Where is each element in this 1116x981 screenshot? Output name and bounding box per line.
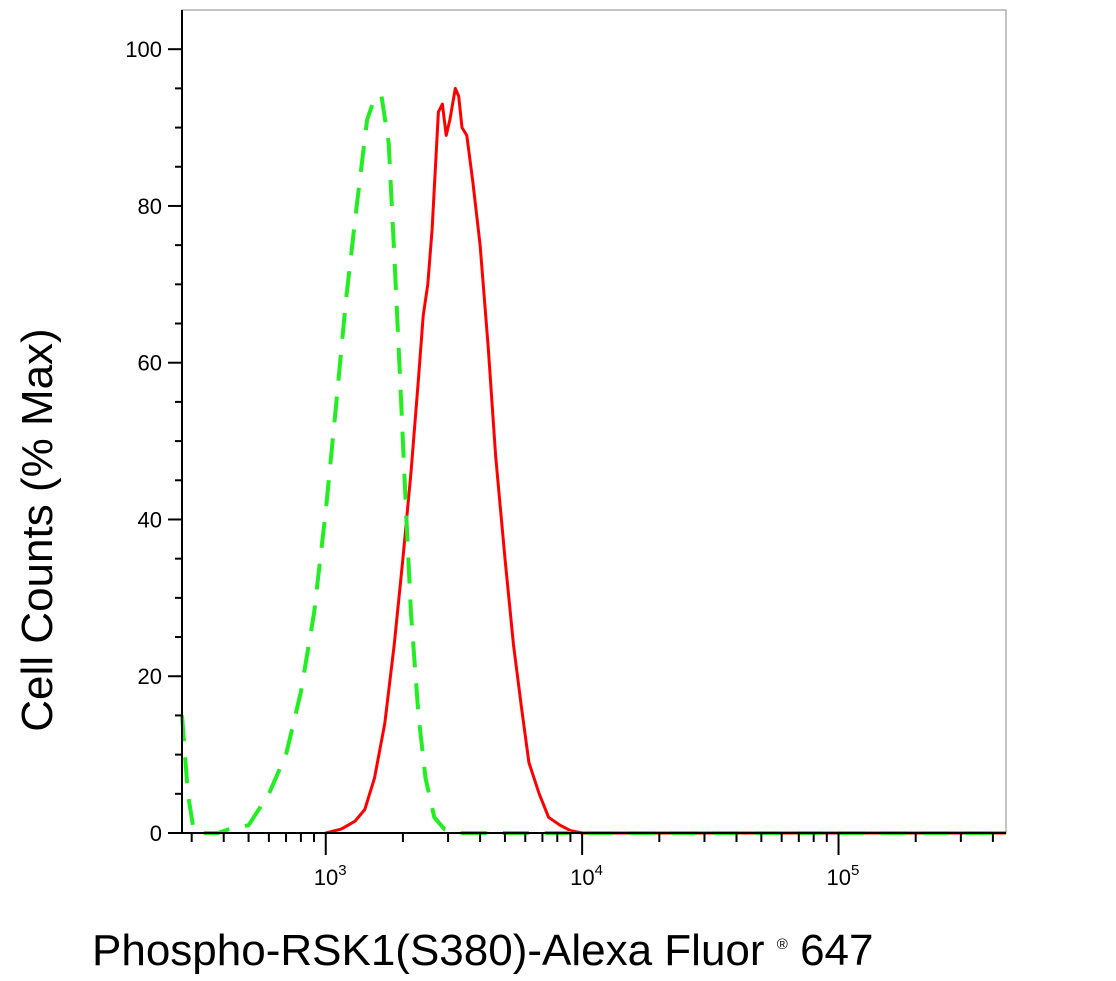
series-line-2: [180, 94, 1006, 835]
y-axis-title: Cell Counts (% Max): [13, 328, 62, 731]
x-tick-label: 104: [570, 862, 603, 890]
x-tick-label: 105: [827, 862, 860, 890]
y-tick-label: 20: [138, 664, 162, 689]
y-tick-label: 40: [138, 507, 162, 532]
x-tick-exponent: 3: [338, 862, 346, 879]
y-tick-label: 60: [138, 351, 162, 376]
plot-frame: [181, 9, 1007, 834]
y-axis: 0 20 40 60 80 100: [125, 10, 183, 846]
series-layer: [180, 86, 1006, 835]
y-tick-label: 100: [125, 37, 162, 62]
x-tick-exponent: 5: [851, 862, 859, 879]
y-tick-label: 80: [138, 194, 162, 219]
x-axis-title: Phospho-RSK1(S380)-Alexa Fluor ® 647: [92, 910, 874, 975]
x-axis-title-main: Phospho-RSK1(S380)-Alexa Fluor: [92, 926, 765, 975]
x-tick-label: 103: [314, 862, 347, 890]
x-tick-base: 10: [570, 865, 594, 890]
x-tick-base: 10: [827, 865, 851, 890]
x-axis: 103 104 105: [182, 832, 1006, 890]
registered-mark: ®: [777, 936, 788, 953]
x-axis-title-suffix: 647: [800, 926, 873, 975]
y-tick-label: 0: [150, 821, 162, 846]
series-line-1: [325, 86, 1006, 835]
x-tick-exponent: 4: [595, 862, 603, 879]
x-tick-base: 10: [314, 865, 338, 890]
